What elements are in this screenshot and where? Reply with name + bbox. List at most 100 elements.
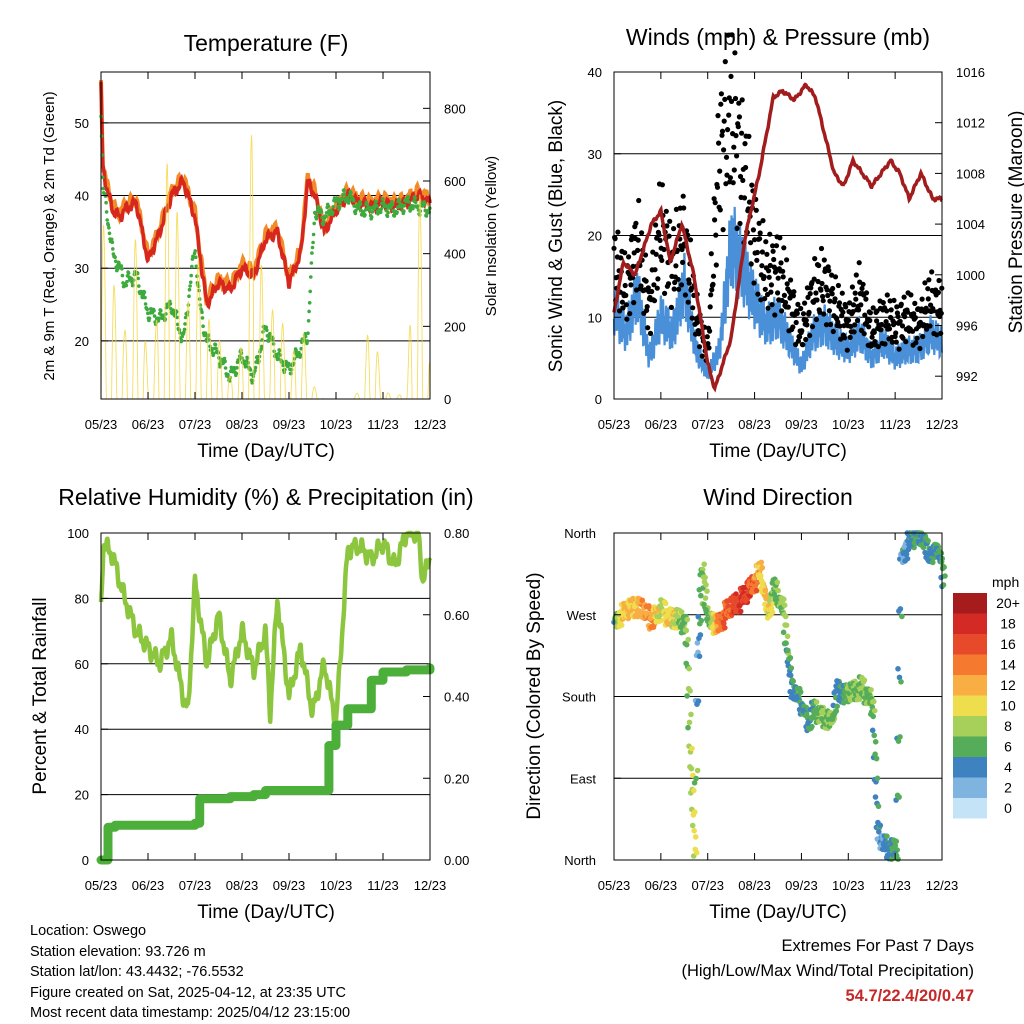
y-tick-label: 100 — [67, 526, 89, 541]
dewpoint-point — [407, 200, 411, 204]
gust-point — [735, 124, 741, 130]
gust-point — [714, 184, 721, 190]
direction-point — [695, 614, 702, 620]
gust-point — [902, 314, 908, 320]
legend-label: 14 — [1000, 657, 1016, 673]
station-info: Location: Oswego Station elevation: 93.7… — [30, 921, 350, 1024]
dewpoint-point — [385, 214, 390, 218]
gust-point — [628, 282, 634, 288]
direction-point — [871, 707, 878, 714]
gust-point — [694, 320, 700, 326]
dewpoint-point — [314, 216, 319, 221]
gust-point — [708, 251, 714, 257]
gust-point — [705, 341, 711, 347]
x-tick-label: 08/23 — [226, 878, 259, 893]
dewpoint-point — [115, 267, 120, 272]
gust-point — [635, 237, 641, 243]
gust-point — [901, 294, 907, 300]
direction-point — [775, 587, 781, 594]
gust-point — [733, 133, 739, 139]
dewpoint-point — [369, 215, 374, 219]
dewpoint-point — [235, 366, 239, 370]
temperature-gridlines — [101, 122, 430, 342]
y-tick-label: 40 — [75, 189, 89, 204]
legend-label: 12 — [1000, 677, 1016, 693]
y2-tick-label: 400 — [444, 247, 466, 262]
gust-point — [925, 296, 931, 302]
dewpoint-point — [309, 275, 313, 279]
gust-point — [769, 302, 775, 308]
y-tick-label: North — [564, 526, 596, 541]
dewpoint-point — [152, 308, 156, 313]
gust-point — [851, 329, 857, 335]
dewpoint-point — [147, 316, 152, 321]
gust-point — [651, 282, 657, 288]
dewpoint-point — [342, 192, 347, 197]
dewpoint-point — [222, 356, 227, 361]
wind-direction-panel: Wind Direction 05/23 06/23 07/23 08/23 09/23… — [524, 484, 1020, 923]
gust-point — [826, 308, 833, 314]
gust-point — [704, 334, 710, 340]
gust-point — [752, 237, 758, 243]
direction-point — [904, 555, 911, 562]
gust-point — [811, 276, 817, 282]
gust-point — [716, 140, 722, 146]
gust-point — [798, 305, 804, 312]
dewpoint-point — [244, 363, 248, 368]
gust-point — [730, 180, 736, 186]
gust-point — [662, 290, 668, 296]
gust-point — [746, 199, 753, 205]
gust-point — [711, 196, 717, 202]
direction-point — [780, 629, 787, 636]
gust-point — [722, 59, 728, 65]
gust-point — [699, 353, 705, 359]
gust-point — [772, 312, 778, 318]
gust-point — [860, 281, 866, 287]
gust-point — [832, 296, 838, 302]
direction-point — [683, 627, 690, 634]
gust-point — [892, 320, 898, 326]
gust-point — [753, 207, 759, 213]
gust-point — [731, 144, 737, 150]
y-tick-label: 40 — [588, 65, 602, 80]
direction-point — [872, 751, 878, 757]
gust-point — [754, 249, 761, 256]
gust-point — [737, 220, 743, 227]
gust-point — [817, 309, 823, 315]
gust-point — [671, 286, 677, 292]
x-tick-label: 11/23 — [367, 417, 399, 432]
gust-point — [843, 304, 849, 310]
gust-point — [638, 283, 644, 289]
dewpoint-point — [104, 200, 108, 205]
gust-point — [802, 300, 808, 306]
extremes-heading: Extremes For Past 7 Days — [781, 937, 974, 955]
gust-point — [910, 328, 916, 334]
dewpoint-point — [110, 240, 115, 244]
gust-point — [619, 299, 626, 305]
x-tick-label: 09/23 — [273, 417, 306, 432]
series-total-precipitation — [96, 663, 435, 865]
dewpoint-point — [125, 279, 129, 284]
gust-point — [656, 232, 662, 238]
dewpoint-point — [308, 289, 313, 294]
gust-point — [879, 321, 885, 328]
gust-point — [678, 282, 685, 288]
dewpoint-point — [402, 203, 407, 208]
extremes-values: 54.7/22.4/20/0.47 — [845, 987, 974, 1005]
y-tick-label: 20 — [588, 229, 602, 244]
dewpoint-point — [378, 210, 383, 215]
legend-label: 6 — [1004, 739, 1012, 755]
dewpoint-point — [259, 347, 264, 351]
direction-point — [868, 687, 874, 693]
gust-point — [841, 335, 848, 341]
dewpoint-point — [104, 210, 109, 214]
gust-point — [767, 262, 773, 269]
dewpoint-point — [111, 247, 115, 251]
dewpoint-point — [372, 206, 377, 210]
gust-point — [689, 315, 695, 321]
dewpoint-point — [113, 255, 117, 260]
gust-point — [832, 274, 839, 280]
dewpoint-point — [152, 314, 157, 318]
gust-point — [889, 339, 895, 345]
direction-point — [895, 856, 901, 862]
